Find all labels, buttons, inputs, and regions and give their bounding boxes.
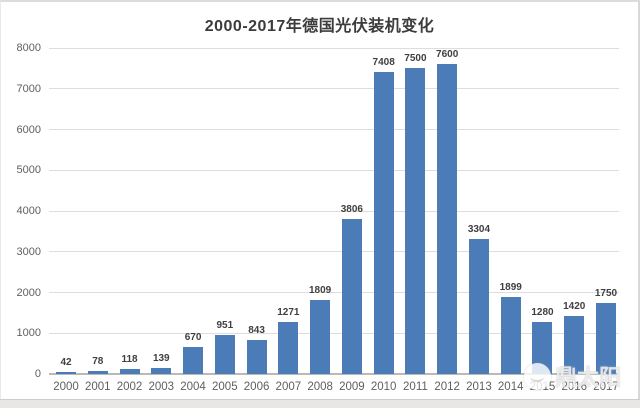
- bar: [500, 297, 521, 374]
- x-tick-label: 2003: [148, 381, 175, 393]
- x-tick-label: 2017: [593, 381, 619, 393]
- bar: [564, 316, 585, 374]
- bar: [532, 322, 553, 374]
- x-tick-label: 2005: [212, 381, 238, 393]
- bar: [596, 303, 616, 374]
- gridline: [49, 251, 619, 253]
- bar: [214, 335, 235, 374]
- gridline: [49, 88, 619, 90]
- bar-value-label: 1750: [594, 288, 618, 299]
- gridline: [49, 129, 619, 130]
- x-tick-label: 2010: [370, 381, 397, 393]
- x-tick-label: 2016: [561, 381, 588, 393]
- x-tick-label: 2014: [497, 381, 524, 393]
- bottom-border: [0, 399, 640, 408]
- bar: [183, 347, 204, 374]
- x-tick-label: 2007: [275, 381, 302, 393]
- bar-value-label: 843: [248, 325, 265, 336]
- y-tick-label: 5000: [16, 164, 41, 177]
- y-tick-label: 4000: [16, 205, 41, 217]
- x-tick-label: 2009: [339, 381, 365, 393]
- bar-value-label: 42: [60, 357, 72, 368]
- y-tick-label: 3000: [16, 245, 41, 258]
- bar-value-label: 670: [184, 332, 202, 343]
- gridline: [49, 169, 619, 171]
- bar: [151, 368, 172, 374]
- y-tick-label: 2000: [16, 286, 41, 299]
- bar: [56, 372, 76, 374]
- bar: [405, 68, 426, 374]
- bar-value-label: 3304: [467, 224, 491, 235]
- x-tick-label: 2006: [243, 381, 270, 393]
- y-tick-label: 6000: [16, 123, 41, 136]
- x-tick-label: 2001: [84, 381, 111, 393]
- bar-value-label: 1420: [563, 301, 586, 312]
- x-tick-label: 2002: [116, 381, 143, 393]
- bar: [373, 72, 394, 374]
- bar-value-label: 7408: [372, 57, 395, 68]
- bar: [119, 369, 140, 374]
- bar-value-label: 78: [92, 356, 104, 367]
- y-tick-label: 0: [34, 368, 41, 380]
- x-tick-label: 2012: [434, 381, 460, 393]
- bar: [341, 219, 362, 374]
- bar: [437, 64, 458, 374]
- gridline: [49, 292, 619, 293]
- plot-area: 0 1000 2000 3000 4000 5000 6000 7000 8000 42 2000 7…: [1, 2, 638, 399]
- bar: [310, 300, 331, 374]
- bar-value-label: 139: [152, 353, 170, 364]
- bar-value-label: 1271: [277, 307, 300, 318]
- bar: [278, 322, 299, 374]
- bar-value-label: 118: [121, 354, 138, 365]
- x-tick-label: 2004: [180, 381, 206, 393]
- x-tick-label: 2008: [307, 381, 333, 393]
- bar: [468, 239, 489, 374]
- bar-value-label: 1899: [499, 282, 522, 293]
- bar-value-label: 7600: [436, 49, 459, 60]
- bar-value-label: 951: [216, 320, 234, 331]
- chart-card: 2000-2017年德国光伏装机变化 0 1000 2000 3000 4000 5000…: [0, 0, 640, 399]
- bar-value-label: 1809: [308, 285, 332, 296]
- x-tick-label: 2011: [403, 381, 428, 393]
- bar: [87, 371, 108, 374]
- y-tick-label: 7000: [16, 82, 41, 95]
- gridline: [49, 210, 619, 212]
- bar-value-label: 7500: [404, 53, 427, 64]
- bar: [246, 340, 267, 374]
- bar-value-label: 1280: [531, 307, 554, 318]
- chart-title: 2000-2017年德国光伏装机变化: [204, 18, 435, 35]
- gridline: [49, 47, 619, 49]
- gridline: [49, 332, 619, 334]
- x-tick-label: 2000: [53, 381, 79, 393]
- y-tick-label: 1000: [16, 327, 41, 340]
- x-axis-line: [49, 373, 619, 375]
- x-tick-label: 2013: [466, 381, 492, 393]
- bar-value-label: 3806: [340, 204, 363, 215]
- y-tick-label: 8000: [16, 42, 41, 54]
